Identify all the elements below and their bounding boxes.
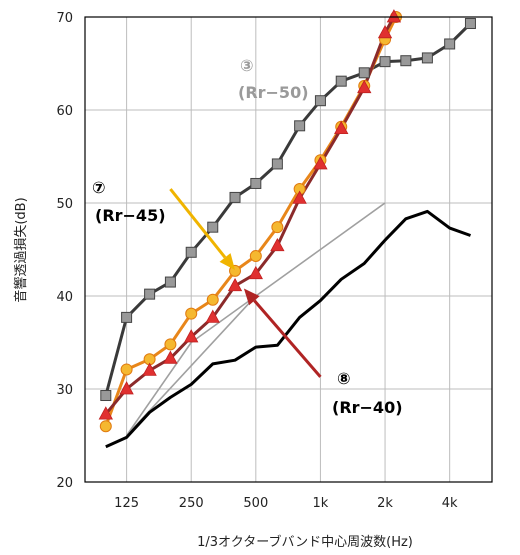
data-point-triangle [142,362,157,376]
data-point-square [121,311,133,323]
y-tick-label: 60 [56,104,73,119]
data-point-square [400,55,412,67]
data-point-square [421,52,433,64]
data-point-circle [185,307,198,320]
data-point-square [144,288,156,300]
data-point-square [100,390,112,402]
data-point-triangle [119,381,134,395]
arrow-shaft [169,188,227,259]
data-point-square [271,158,283,170]
data-point-triangle [227,277,243,292]
data-point-triangle [292,190,307,204]
y-axis-label: 音響透過損失(dB) [13,197,29,302]
series-line-black_line [105,209,472,449]
arrow-head [243,288,260,306]
data-point-triangle [205,309,220,323]
data-point-circle [271,221,284,234]
data-series [104,17,472,449]
data-point-triangle [98,406,113,420]
x-tick-label: 125 [114,496,139,511]
annotation-7-label: (Rr−45) [95,206,166,225]
data-point-triangle [377,24,393,39]
arrows [169,188,322,378]
data-point-square [294,120,306,132]
data-point-square [314,95,326,107]
annotation-8-label: (Rr−40) [332,398,403,417]
annotation-3-number: ③ [240,56,254,75]
x-tick-label: 1k [313,496,329,511]
y-tick-label: 20 [56,476,73,491]
data-point-square [358,67,370,79]
y-tick-label: 30 [56,383,73,398]
data-point-triangle [184,329,199,343]
data-point-circle [120,363,133,376]
data-point-triangle [357,79,372,94]
data-point-square [444,38,456,50]
annotation-8-number: ⑧ [337,369,351,388]
data-point-triangle [163,350,178,364]
data-point-square [229,191,241,203]
x-tick-label: 250 [179,496,204,511]
data-point-square [464,18,476,30]
data-point-circle [164,338,177,351]
data-point-circle [99,420,112,433]
data-point-circle [249,250,262,263]
x-tick-label: 4k [442,496,458,511]
y-tick-labels: 20 30 40 50 60 70 [56,11,73,491]
y-tick-label: 40 [56,290,73,305]
data-point-triangle [313,156,328,170]
x-tick-labels: 125 250 500 1k 2k 4k [114,496,458,511]
x-tick-label: 2k [377,496,393,511]
annotation-3-label: (Rr−50) [238,83,309,102]
data-point-square [379,56,391,68]
data-point-square [335,75,347,87]
plot-frame [84,16,493,483]
data-point-square [185,246,197,258]
arrow-head [219,253,236,270]
annotation-7-number: ⑦ [92,178,106,197]
y-tick-label: 50 [56,197,73,212]
data-point-square [250,177,262,189]
data-markers [98,9,476,433]
data-point-triangle [270,237,285,252]
x-tick-label: 500 [243,496,268,511]
data-point-triangle [334,120,349,135]
data-point-triangle [386,9,402,23]
data-point-square [164,276,176,288]
x-axis-label: 1/3オクターブバンド中心周波数(Hz) [197,534,413,550]
arrow-shaft [253,299,322,378]
data-point-circle [206,293,219,306]
data-point-triangle [248,265,263,280]
y-tick-label: 70 [56,11,73,26]
data-point-square [207,221,219,233]
